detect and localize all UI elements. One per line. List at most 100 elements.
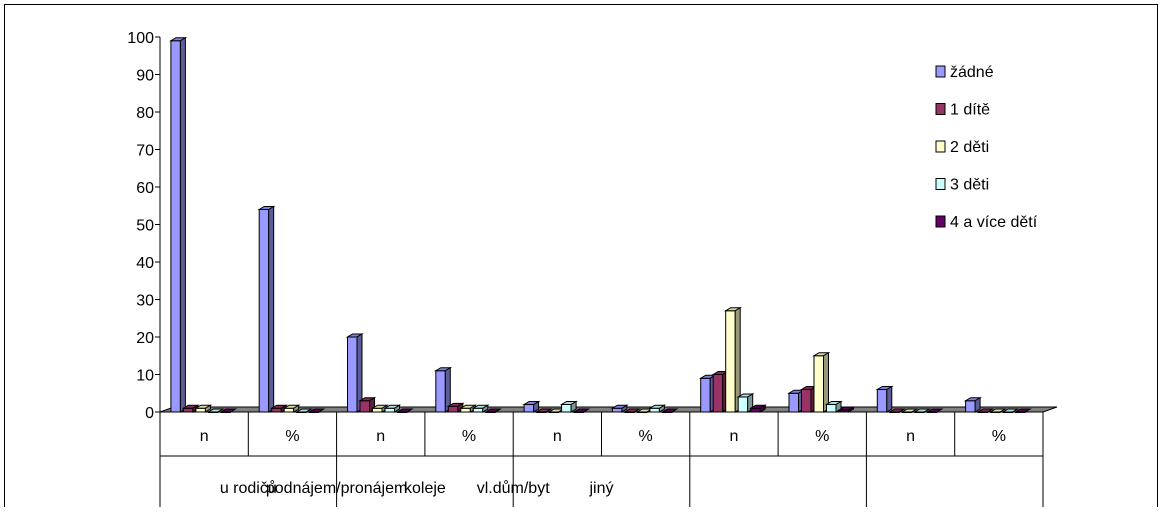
bar-side [759,404,766,413]
y-tick-label: 100 [127,30,154,47]
bar-side [987,408,993,413]
bar-2 děti [370,404,389,413]
bar-front [737,396,749,413]
bar-3 děti [559,400,578,413]
bar-side [999,408,1006,413]
chart-border [4,4,1158,512]
x-tick-label: % [639,428,653,445]
y-tick-label: 40 [136,255,154,272]
legend-swatch [935,215,946,228]
bar-side [533,400,540,413]
bar-side [671,408,678,413]
legend-swatch [935,65,946,78]
bar-front [725,310,736,413]
bar-front [258,209,270,413]
bar-front [447,405,459,413]
bar-front [965,400,976,413]
bar-side [936,408,943,413]
x-tick-label: n [553,428,562,445]
bar-side [848,406,854,413]
bar-front [788,392,799,413]
x-tick-label: % [462,428,476,445]
group-label: koleje [404,480,446,497]
bar-side [230,408,236,413]
group-label: u rodičů [220,479,277,497]
bar-front [826,404,837,413]
bar-side [974,396,981,413]
legend-label: 4 a více dětí [950,214,1038,231]
bar-side [583,408,589,413]
bar-žádné [433,366,453,413]
x-tick-label: n [906,428,915,445]
y-tick-label: 10 [136,368,154,385]
bar-side [482,404,489,413]
bar-žádné [522,400,541,413]
bar-3 děti [648,404,667,413]
y-tick-label: 80 [136,105,154,122]
legend-swatch [935,140,946,153]
legend-swatch [935,103,946,115]
bar-front [283,407,295,413]
bar-1 dítě [269,404,289,413]
bar-front [700,377,711,413]
bar-žádné [257,205,276,413]
x-tick-label: n [376,428,385,445]
y-tick-label: 20 [136,330,154,347]
legend-swatch [935,178,946,190]
bar-front [649,407,660,413]
legend-label: 3 děti [950,177,989,194]
bar-side [886,385,893,413]
bar-side [621,404,628,413]
bar-side [305,408,312,413]
x-tick-label: % [992,428,1006,445]
bar-side [823,351,829,413]
bar-žádné [875,385,894,413]
bar-4 a více dětí [837,406,856,413]
y-tick-label: 90 [136,68,154,85]
bar-side [924,408,930,413]
bar-front [359,400,370,413]
bar-front [384,407,395,413]
y-tick-label: 30 [136,293,154,310]
x-tick-label: n [729,428,738,445]
x-tick-label: n [200,428,209,445]
legend-label: 1 dítě [950,102,990,119]
y-tick-label: 0 [145,405,154,422]
bar-front [561,404,572,413]
legend-label: 2 děti [950,139,989,156]
bar-front [611,407,623,413]
bar-1 dítě [446,402,465,413]
y-tick-label: 60 [136,180,154,197]
group-label: vl.dům/byt [477,479,550,497]
bar-side [406,408,413,413]
bar-front [170,40,181,413]
bar-front [813,355,824,413]
x-tick-label: % [285,428,299,445]
bar-side [634,408,640,413]
bar-front [195,407,206,413]
bar-front [801,389,812,413]
group-label: podnájem/pronájem [266,480,407,497]
bar-front [876,389,888,413]
bar-side [394,404,400,413]
x-tick-label: % [815,428,829,445]
bar-3 děti [736,393,755,413]
bar-2 děti [723,306,743,413]
bar-3 děti [471,404,490,413]
bar-front [472,407,484,413]
bar-front [460,407,471,413]
bar-side [204,404,211,413]
bar-side [899,408,905,413]
y-tick-label: 50 [136,218,154,235]
bar-front [182,407,194,413]
bar-front [435,370,446,413]
bar-side [268,205,275,413]
bar-side [570,400,577,413]
bar-side [1012,408,1018,413]
bar-front [750,407,761,413]
bar-side [318,408,324,413]
bar-front [712,374,724,413]
bar-side [1024,408,1031,413]
